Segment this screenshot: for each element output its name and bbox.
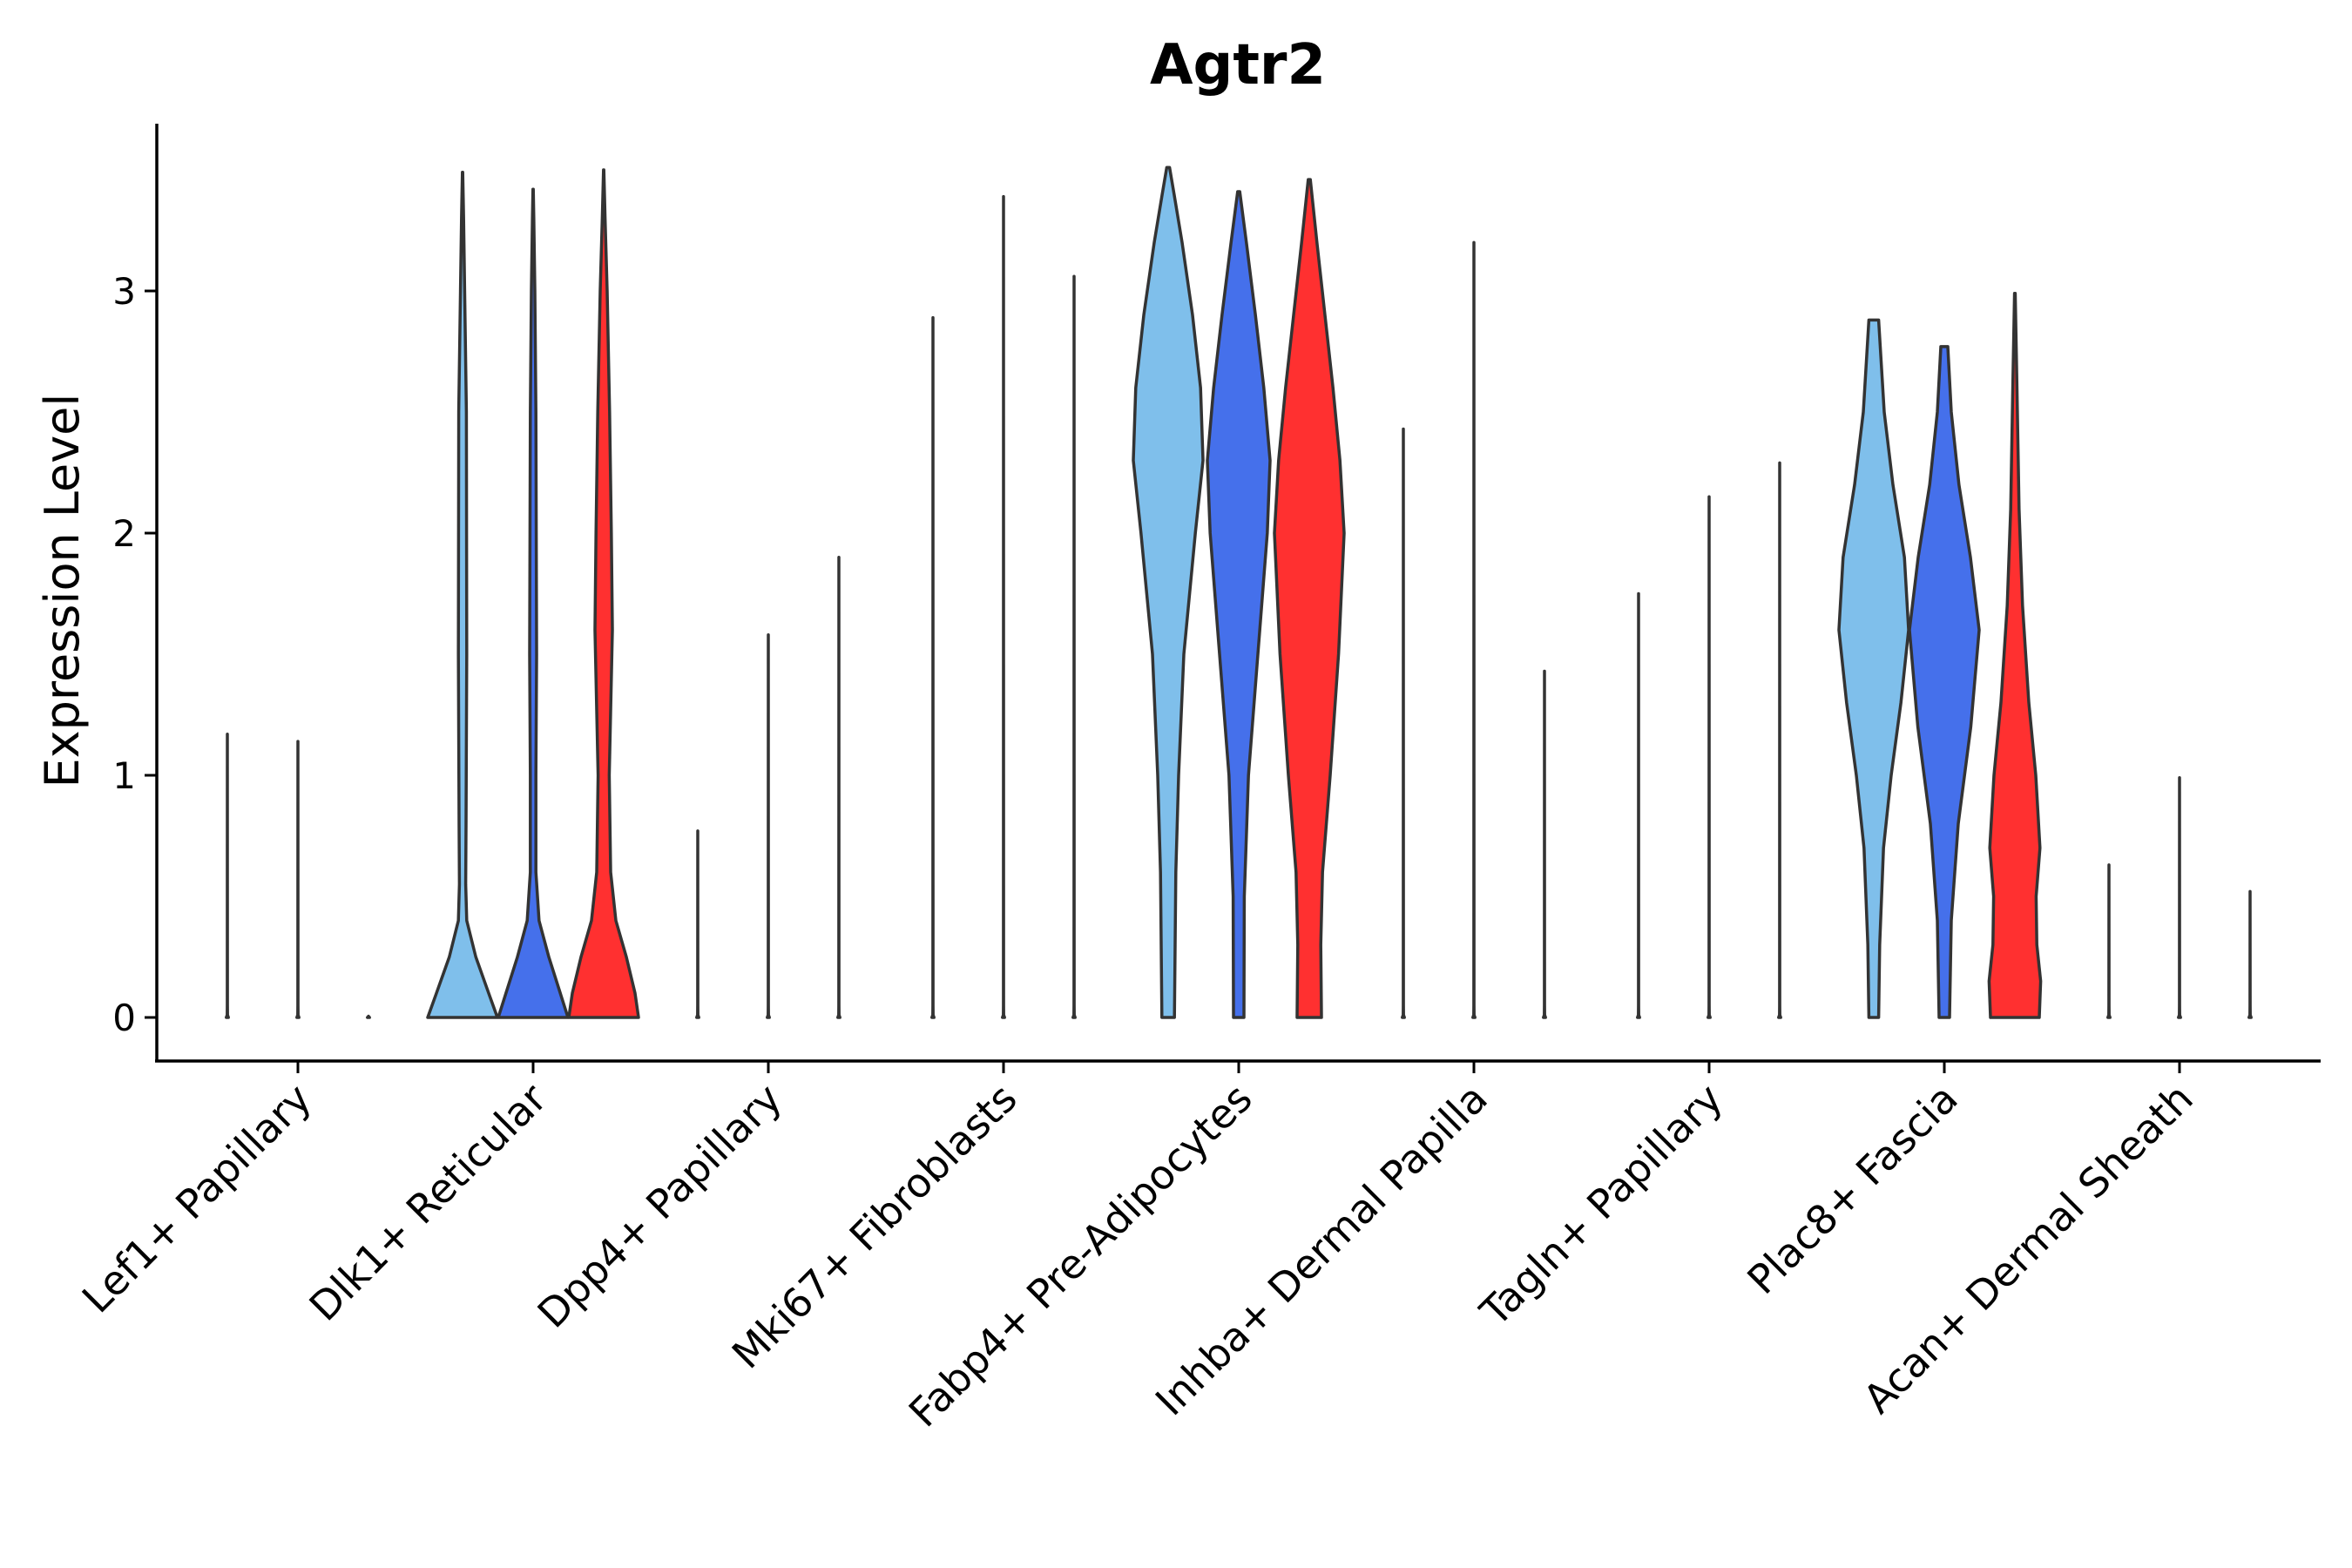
violin-7-3 xyxy=(1777,461,1782,1019)
violin-9-1 xyxy=(2106,863,2112,1019)
violin-7-2 xyxy=(1707,495,1712,1019)
violin-2-2 xyxy=(497,187,570,1019)
x-tick-label: Dlk1+ Reticular xyxy=(301,1075,556,1330)
violin-8-1 xyxy=(1837,318,1910,1019)
y-axis-label: Expression Level xyxy=(35,394,90,788)
violin-5-3 xyxy=(1273,178,1346,1019)
violin-4-3 xyxy=(1071,274,1077,1019)
violin-6-2 xyxy=(1471,240,1477,1019)
violin-3-1 xyxy=(695,829,700,1019)
violin-3-2 xyxy=(766,633,771,1019)
violin-4-2 xyxy=(1001,194,1006,1019)
violin-7-1 xyxy=(1636,591,1641,1019)
y-tick-label: 1 xyxy=(112,754,136,797)
violin-9-3 xyxy=(2247,889,2253,1019)
violin-8-2 xyxy=(1908,345,1981,1019)
x-tick-label: Tagln+ Papillary xyxy=(1470,1075,1732,1336)
violin-group xyxy=(225,166,2253,1019)
violin-9-2 xyxy=(2177,776,2182,1019)
x-tick-label: Dpp4+ Papillary xyxy=(529,1075,791,1337)
violin-8-3 xyxy=(1987,292,2043,1019)
violin-2-3 xyxy=(567,168,640,1019)
y-tick-label: 2 xyxy=(112,512,136,555)
violin-5-1 xyxy=(1132,166,1205,1019)
x-tick-label: Lef1+ Papillary xyxy=(73,1075,321,1322)
violin-2-1 xyxy=(426,171,499,1019)
violin-4-1 xyxy=(930,315,936,1019)
violin-3-3 xyxy=(836,556,841,1019)
violin-1-1 xyxy=(225,732,230,1019)
y-tick-label: 0 xyxy=(112,997,136,1039)
chart-title: Agtr2 xyxy=(1150,33,1326,98)
violin-1-2 xyxy=(295,740,301,1019)
y-tick-label: 3 xyxy=(112,270,136,313)
violin-6-3 xyxy=(1542,669,1547,1019)
x-tick-label: Plac8+ Fascia xyxy=(1738,1075,1966,1303)
violin-6-1 xyxy=(1401,427,1406,1019)
violin-5-2 xyxy=(1206,190,1272,1019)
y-axis-ticks: 0 1 2 3 xyxy=(112,270,157,1039)
